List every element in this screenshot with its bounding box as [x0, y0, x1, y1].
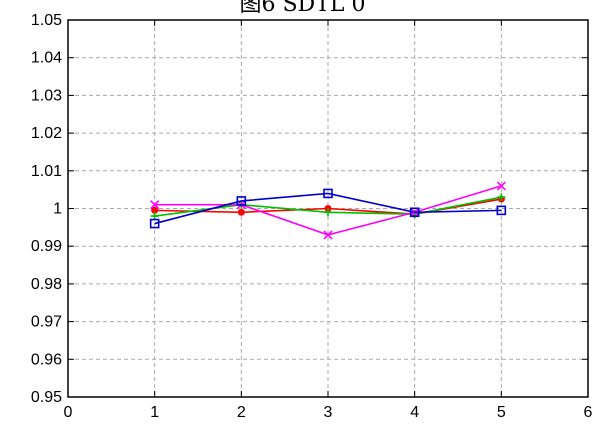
x-tick-label: 2 — [237, 404, 246, 421]
data-point-s3-5 — [496, 181, 506, 191]
y-tick-label: 0.98 — [31, 276, 62, 293]
data-point-s1-2 — [237, 208, 245, 216]
x-tick-label: 5 — [497, 404, 506, 421]
series-line-4 — [154, 192, 502, 225]
data-point-s2-5 — [497, 193, 506, 202]
y-tick-label: 1 — [53, 201, 62, 218]
data-point-s3-1 — [150, 200, 160, 210]
y-tick-label: 1.05 — [31, 12, 62, 29]
data-point-s4-4 — [409, 207, 420, 218]
y-tick-label: 0.99 — [31, 238, 62, 255]
y-tick-label: 1.03 — [31, 87, 62, 104]
x-tick-label: 4 — [410, 404, 419, 421]
y-tick-label: 0.96 — [31, 351, 62, 368]
y-tick-label: 1.04 — [31, 50, 62, 67]
data-point-s2-3 — [324, 208, 332, 217]
y-tick-label: 0.95 — [31, 389, 62, 406]
x-tick-label: 0 — [64, 404, 73, 421]
data-point-s3-3 — [323, 230, 333, 240]
x-axis: 0 1 2 3 4 5 6 — [64, 20, 593, 421]
x-tick-label: 1 — [150, 404, 159, 421]
data-point-s2-1 — [150, 212, 159, 221]
y-axis: 0.95 0.96 0.97 0.98 0.99 1 1.01 1.02 1.03 1.04 1.0… — [31, 12, 588, 406]
data-point-s4-3 — [323, 188, 333, 199]
chart-title: 图6 SDTL 0 — [239, 0, 366, 17]
y-tick-label: 1.02 — [31, 125, 62, 142]
data-point-s4-5 — [496, 205, 507, 216]
data-point-s4-2 — [236, 196, 247, 206]
data-point-s4-1 — [149, 218, 160, 229]
y-tick-label: 1.01 — [31, 163, 62, 180]
x-tick-label: 6 — [584, 404, 593, 421]
y-tick-label: 0.97 — [31, 314, 62, 331]
x-tick-label: 3 — [324, 404, 333, 421]
series-group — [149, 181, 507, 240]
